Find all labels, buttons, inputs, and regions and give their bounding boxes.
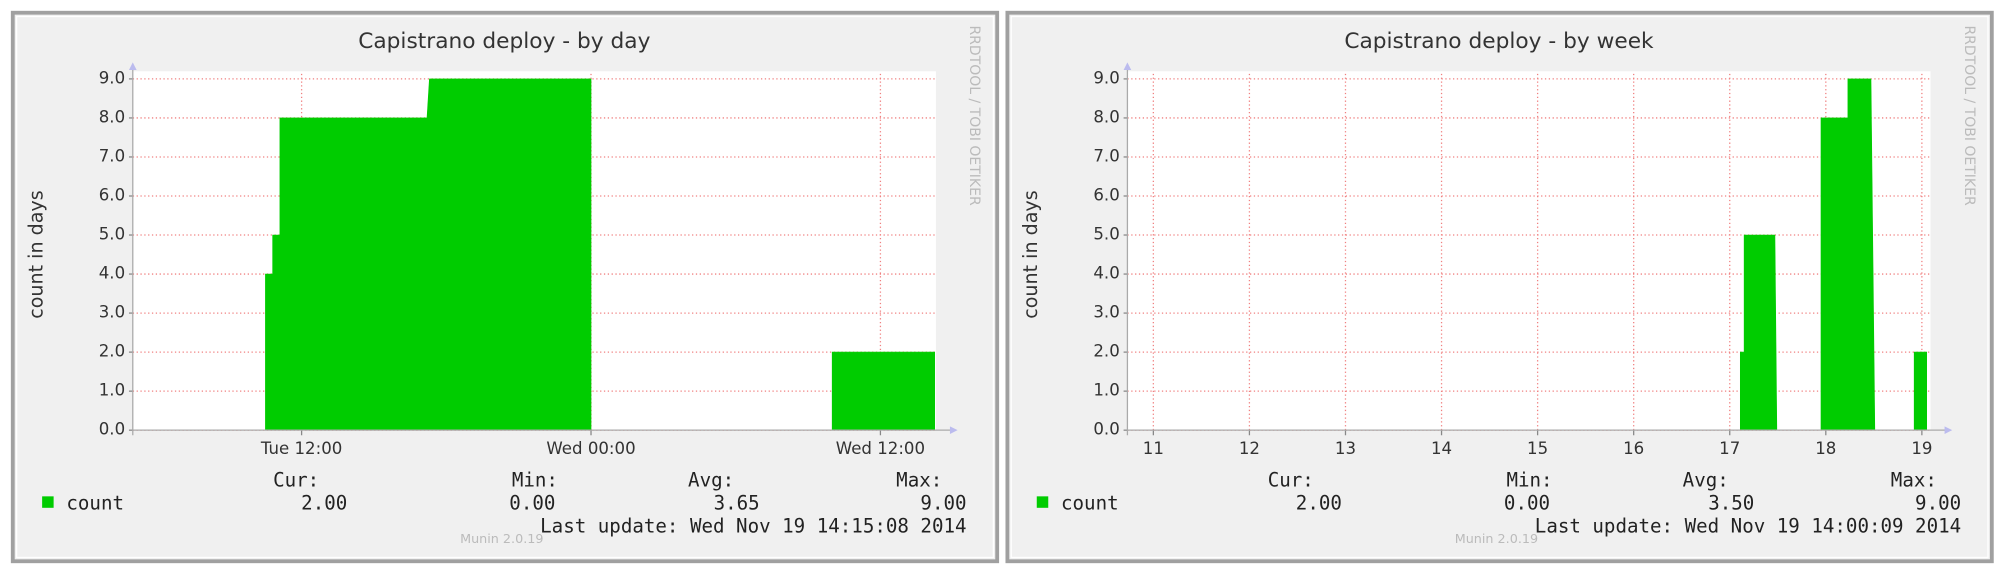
watermark: RRDTOOL / TOBI OETIKER [966, 25, 982, 205]
x-tick-label: 19 [1911, 439, 1932, 458]
y-axis-arrow [128, 62, 137, 70]
y-tick-label: 7.0 [1093, 146, 1119, 165]
x-tick-label: 12 [1239, 439, 1260, 458]
summary-header: Min: [512, 469, 558, 492]
y-tick-label: 9.0 [99, 68, 125, 87]
y-tick-label: 1.0 [1093, 381, 1119, 400]
summary-header: Avg: [688, 469, 734, 492]
y-tick-label: 8.0 [99, 107, 125, 126]
y-tick-label: 7.0 [99, 146, 125, 165]
summary-value: 9.00 [1915, 492, 1961, 515]
x-tick-label: 15 [1527, 439, 1548, 458]
legend-label: count [1061, 492, 1119, 515]
legend-label: count [66, 492, 124, 515]
y-tick-label: 2.0 [99, 342, 125, 361]
legend-swatch [42, 496, 54, 508]
summary-value: 0.00 [1504, 492, 1550, 515]
y-tick-label: 1.0 [99, 381, 125, 400]
y-tick-label: 6.0 [99, 186, 125, 205]
summary-value: 3.50 [1708, 492, 1754, 515]
summary-header: Avg: [1683, 469, 1729, 492]
y-tick-label: 9.0 [1093, 68, 1119, 87]
y-tick-label: 5.0 [99, 225, 125, 244]
last-update: Last update: Wed Nov 19 14:00:09 2014 [1535, 514, 1961, 537]
plot-area [1127, 71, 1931, 431]
legend-swatch [1036, 496, 1049, 508]
x-tick-label: Wed 00:00 [546, 439, 635, 458]
summary-header: Max: [896, 469, 942, 492]
y-axis-arrow [1123, 62, 1132, 70]
x-tick-label: 16 [1623, 439, 1644, 458]
y-tick-label: 5.0 [1093, 225, 1119, 244]
x-tick-label: 17 [1719, 439, 1740, 458]
x-axis-arrow [949, 426, 958, 434]
panel-inner-frame [15, 15, 994, 559]
summary-header: Cur: [1268, 469, 1314, 492]
chart-title: Capistrano deploy - by day [358, 29, 650, 54]
y-axis-label: count in days [1019, 190, 1042, 318]
x-tick-label: 18 [1815, 439, 1836, 458]
stage: Capistrano deploy - by day count in days R… [10, 10, 1994, 564]
summary-value: 2.00 [301, 492, 347, 515]
summary-value: 2.00 [1296, 492, 1342, 515]
last-update: Last update: Wed Nov 19 14:15:08 2014 [540, 514, 966, 537]
graph-panel: Capistrano deploy - by week count in days… [1005, 10, 1994, 564]
y-axis-label: count in days [25, 190, 48, 318]
footer: Munin 2.0.19 [460, 532, 543, 547]
x-tick-label: Wed 12:00 [836, 439, 925, 458]
y-tick-label: 2.0 [1093, 342, 1119, 361]
graph-panel: Capistrano deploy - by day count in days R… [10, 10, 1000, 564]
y-tick-label: 0.0 [1093, 420, 1119, 439]
summary-header: Cur: [273, 469, 319, 492]
area [1127, 78, 1927, 431]
y-tick-label: 4.0 [1093, 264, 1119, 283]
area [132, 78, 936, 431]
x-tick-label: Tue 12:00 [260, 439, 342, 458]
y-tick-label: 3.0 [99, 303, 125, 322]
x-tick-label: 13 [1335, 439, 1356, 458]
watermark: RRDTOOL / TOBI OETIKER [1961, 25, 1977, 205]
y-tick-label: 3.0 [1093, 303, 1119, 322]
summary-value: 9.00 [920, 492, 966, 515]
y-tick-label: 0.0 [99, 420, 125, 439]
summary-header: Max: [1891, 469, 1937, 492]
footer: Munin 2.0.19 [1455, 532, 1538, 547]
y-tick-label: 6.0 [1093, 186, 1119, 205]
y-tick-label: 8.0 [1093, 107, 1119, 126]
x-axis-arrow [1944, 426, 1953, 434]
summary-value: 3.65 [714, 492, 760, 515]
x-tick-label: 11 [1143, 439, 1164, 458]
chart-title: Capistrano deploy - by week [1344, 29, 1654, 54]
y-tick-label: 4.0 [99, 264, 125, 283]
x-tick-label: 14 [1431, 439, 1452, 458]
summary-header: Min: [1506, 469, 1552, 492]
panel-inner-frame [1010, 15, 1989, 559]
summary-value: 0.00 [509, 492, 555, 515]
